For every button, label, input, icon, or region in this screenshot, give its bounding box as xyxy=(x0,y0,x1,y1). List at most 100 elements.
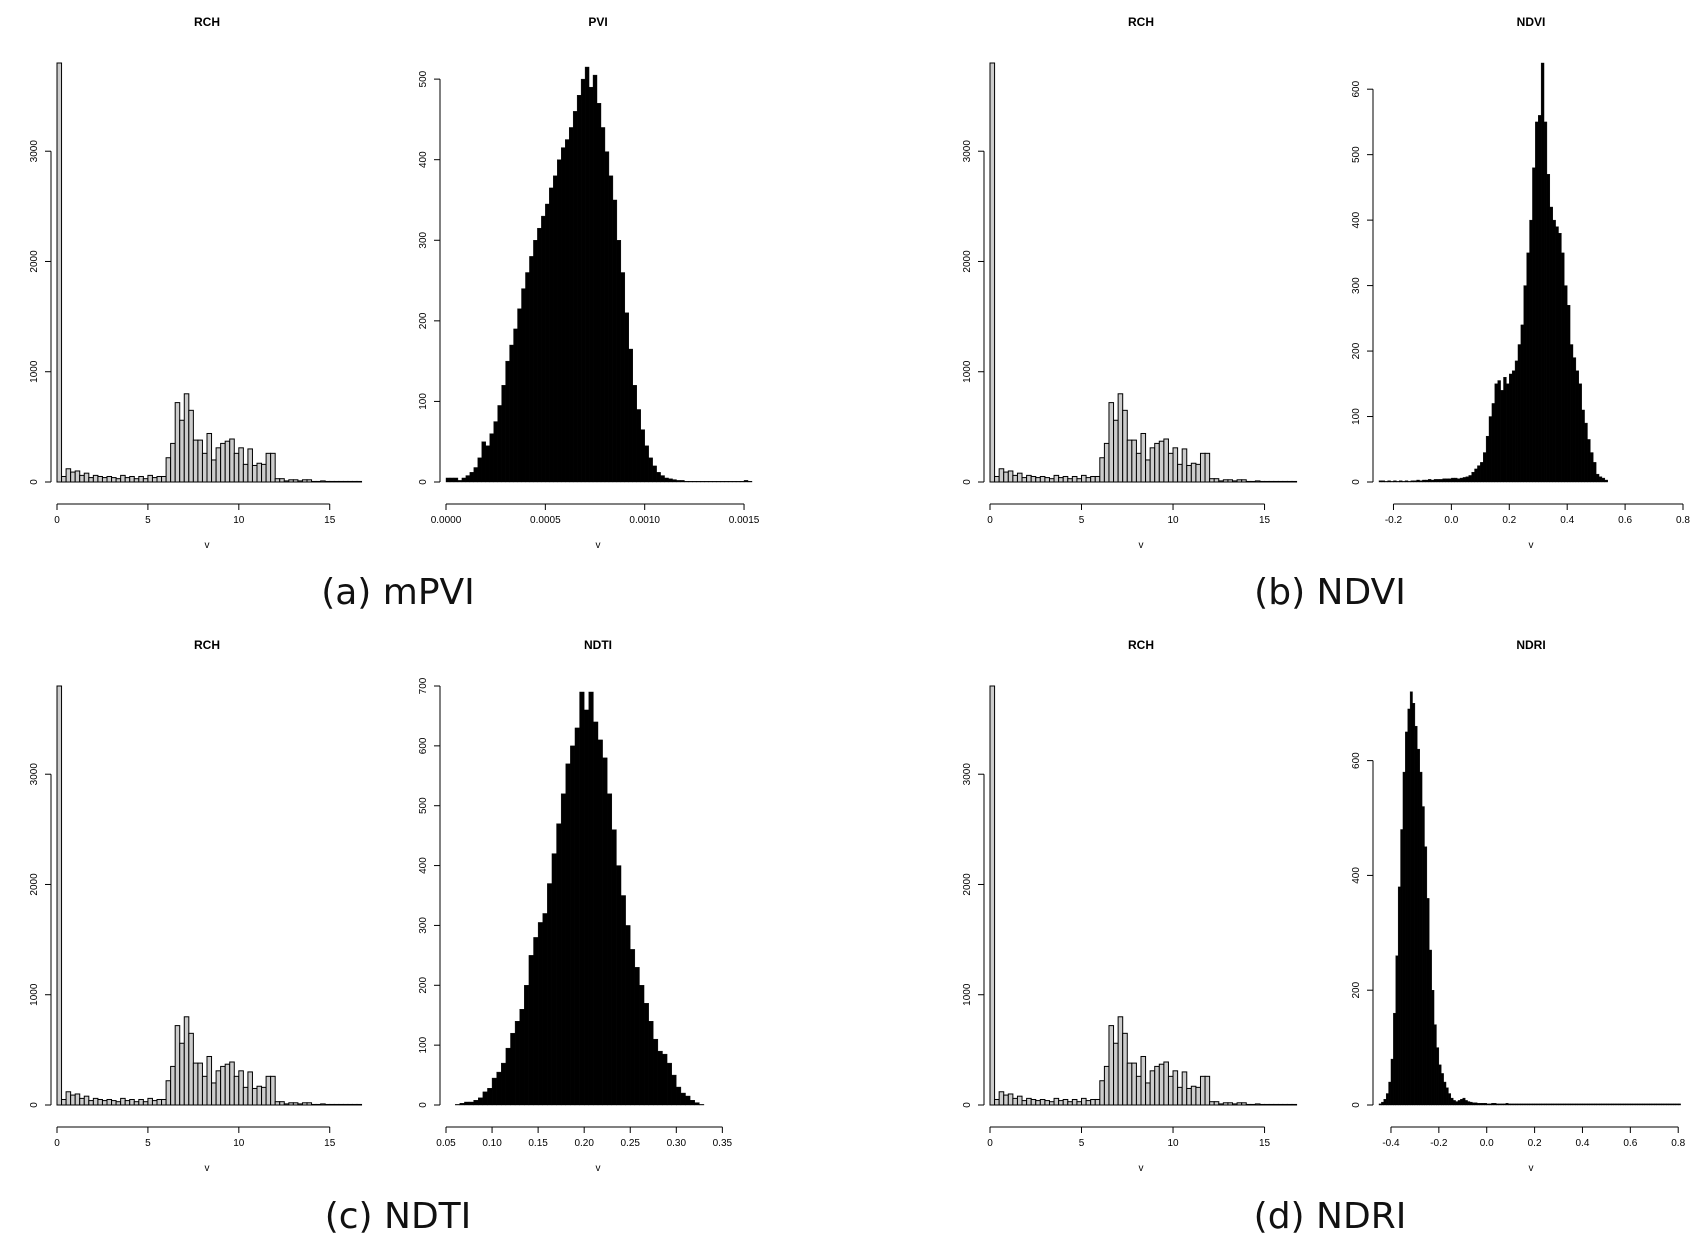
histogram-bar xyxy=(449,477,455,483)
histogram-bar xyxy=(592,74,598,483)
histogram-bar xyxy=(324,1103,331,1106)
histogram-bar xyxy=(1163,438,1169,483)
histogram-bar xyxy=(1595,473,1600,483)
histogram-bar xyxy=(1598,476,1603,483)
histogram-bar xyxy=(324,480,331,483)
histogram-bar xyxy=(1456,478,1461,483)
histogram-bar xyxy=(1429,949,1432,1106)
histogram-bar xyxy=(1587,1103,1590,1106)
histogram-bar xyxy=(1399,480,1403,483)
histogram-bar xyxy=(694,1102,700,1106)
histogram-bar xyxy=(1510,1103,1514,1106)
histogram-bar xyxy=(1549,206,1553,483)
histogram-bar xyxy=(1666,1103,1669,1106)
histogram-bar xyxy=(351,480,358,483)
histogram-bar xyxy=(653,1038,659,1106)
caption-c: (c) NDTI xyxy=(324,1196,472,1237)
histogram-bar xyxy=(1441,1073,1444,1106)
histogram-bar xyxy=(70,1094,76,1106)
histogram-bar xyxy=(1551,1103,1554,1106)
histogram-bar xyxy=(342,1103,349,1106)
histogram-bar xyxy=(1543,1103,1547,1106)
histogram-bar xyxy=(283,480,290,483)
histogram-bar xyxy=(292,479,299,483)
histogram-bar xyxy=(1026,1097,1032,1106)
histogram-bar xyxy=(565,139,570,483)
histogram-2: PVI 0 100 200 300 400 500 0.0000 0.0005 0.0010 0.0… xyxy=(418,15,760,551)
histogram-bar xyxy=(1514,360,1519,483)
histogram-bar xyxy=(342,480,349,483)
histogram-bar xyxy=(688,480,693,483)
histogram-bar xyxy=(1286,480,1293,483)
y-tick-label: 500 xyxy=(418,797,429,814)
histogram-bar xyxy=(1649,1103,1653,1106)
histogram-bar xyxy=(256,1085,263,1106)
histogram-bar xyxy=(1603,1103,1607,1106)
histogram-bar xyxy=(1497,380,1501,483)
histogram-bar xyxy=(1590,452,1594,483)
histogram-bar xyxy=(994,1098,1000,1106)
histogram-bar xyxy=(1425,479,1429,483)
histogram-bar xyxy=(142,1101,149,1106)
histogram-bar xyxy=(129,475,135,483)
histogram-bar xyxy=(274,478,281,483)
histogram-bar xyxy=(1400,829,1404,1106)
histogram-bar xyxy=(1570,1103,1574,1106)
histogram-bar xyxy=(689,1100,695,1106)
y-tick-label: 0 xyxy=(1351,479,1362,485)
histogram-bar xyxy=(1584,422,1588,483)
x-tick-label: 0.25 xyxy=(621,1138,641,1149)
histogram-bar xyxy=(1462,477,1467,483)
histogram-bar xyxy=(1227,479,1234,483)
histogram-bar xyxy=(620,895,626,1106)
histogram-bar xyxy=(1048,478,1055,483)
histogram-bar xyxy=(1431,990,1435,1106)
y-tick-label: 400 xyxy=(1351,211,1362,228)
x-axis-label: v xyxy=(596,540,601,551)
histogram-bar xyxy=(1496,1103,1499,1106)
histogram-bar xyxy=(1656,1103,1660,1106)
histogram-bar xyxy=(735,480,741,483)
y-tick-label: 600 xyxy=(1351,752,1362,769)
histogram-bar xyxy=(625,925,631,1106)
histogram-bar xyxy=(206,1055,213,1106)
histogram-bar xyxy=(1581,409,1585,483)
histogram-bar xyxy=(1007,470,1014,483)
x-tick-label: 0.0 xyxy=(1444,515,1458,526)
x-tick-label: 0 xyxy=(987,1138,993,1149)
plot-title: RCH xyxy=(194,15,220,29)
x-tick-label: 0.8 xyxy=(1676,515,1690,526)
histogram-bar xyxy=(1277,480,1284,483)
histogram-bar xyxy=(1476,1103,1480,1106)
histogram-bar xyxy=(692,480,697,483)
histogram-bar xyxy=(1190,1085,1197,1106)
histogram-bar xyxy=(685,1095,691,1106)
x-tick-label: 10 xyxy=(1167,515,1179,526)
y-tick-label: 400 xyxy=(418,151,429,168)
histogram-bar xyxy=(1085,1100,1092,1106)
histogram-bar xyxy=(604,151,610,483)
histogram-bar xyxy=(188,409,194,483)
histogram-bar xyxy=(723,480,729,483)
histogram-bar xyxy=(583,709,589,1106)
histogram-bar xyxy=(1378,1103,1382,1106)
histogram-bar xyxy=(1390,481,1394,483)
histogram-bar xyxy=(1026,474,1032,483)
histogram-bar xyxy=(607,793,613,1106)
histogram-bar xyxy=(1062,1098,1069,1106)
histogram-bar xyxy=(1286,1103,1293,1106)
histogram-bar xyxy=(1536,1103,1540,1106)
histogram-bar xyxy=(1058,477,1064,483)
histogram-bar xyxy=(1572,1103,1576,1106)
histogram-3: RCH 0 1000 2000 3000 0 5 10 15 v xyxy=(962,15,1298,551)
histogram-bar xyxy=(1575,1103,1578,1106)
x-tick-label: 15 xyxy=(324,1138,336,1149)
histogram-bar xyxy=(1407,481,1412,483)
histogram-bar xyxy=(696,480,701,483)
histogram-bar xyxy=(1503,1103,1507,1106)
plot-title: NDVI xyxy=(1517,15,1546,29)
histogram-bar xyxy=(1575,370,1579,483)
histogram-bar xyxy=(338,1103,344,1106)
histogram-bar xyxy=(120,474,126,483)
y-tick-label: 400 xyxy=(418,857,429,874)
